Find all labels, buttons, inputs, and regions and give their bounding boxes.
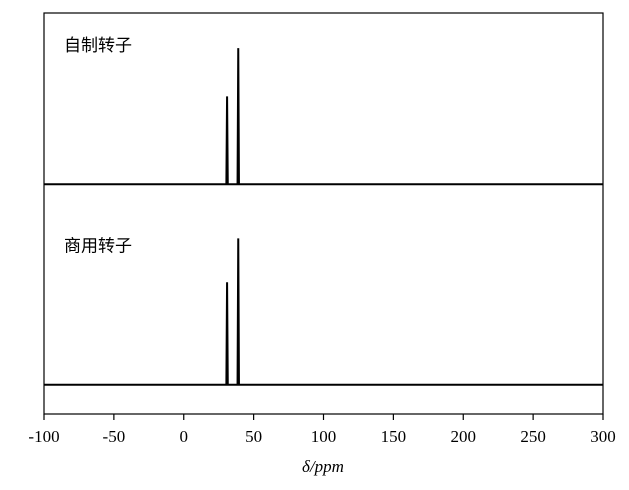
spectrum-label: 自制转子 (64, 36, 132, 56)
x-tick-label: 50 (245, 427, 262, 446)
spectrum-label: 商用转子 (64, 237, 132, 257)
spectrum-line (44, 48, 603, 186)
x-tick-label: 150 (381, 427, 407, 446)
plot-frame (43, 12, 604, 415)
x-tick-label: -100 (28, 427, 59, 446)
x-tick-label: 250 (520, 427, 546, 446)
x-tick-label: 200 (451, 427, 477, 446)
x-tick-label: -50 (103, 427, 126, 446)
x-tick-label: 300 (590, 427, 616, 446)
x-tick-label: 100 (311, 427, 337, 446)
x-tick-label: 0 (180, 427, 189, 446)
spectrum-line (44, 238, 603, 386)
x-axis-label: δ/ppm (302, 457, 344, 476)
